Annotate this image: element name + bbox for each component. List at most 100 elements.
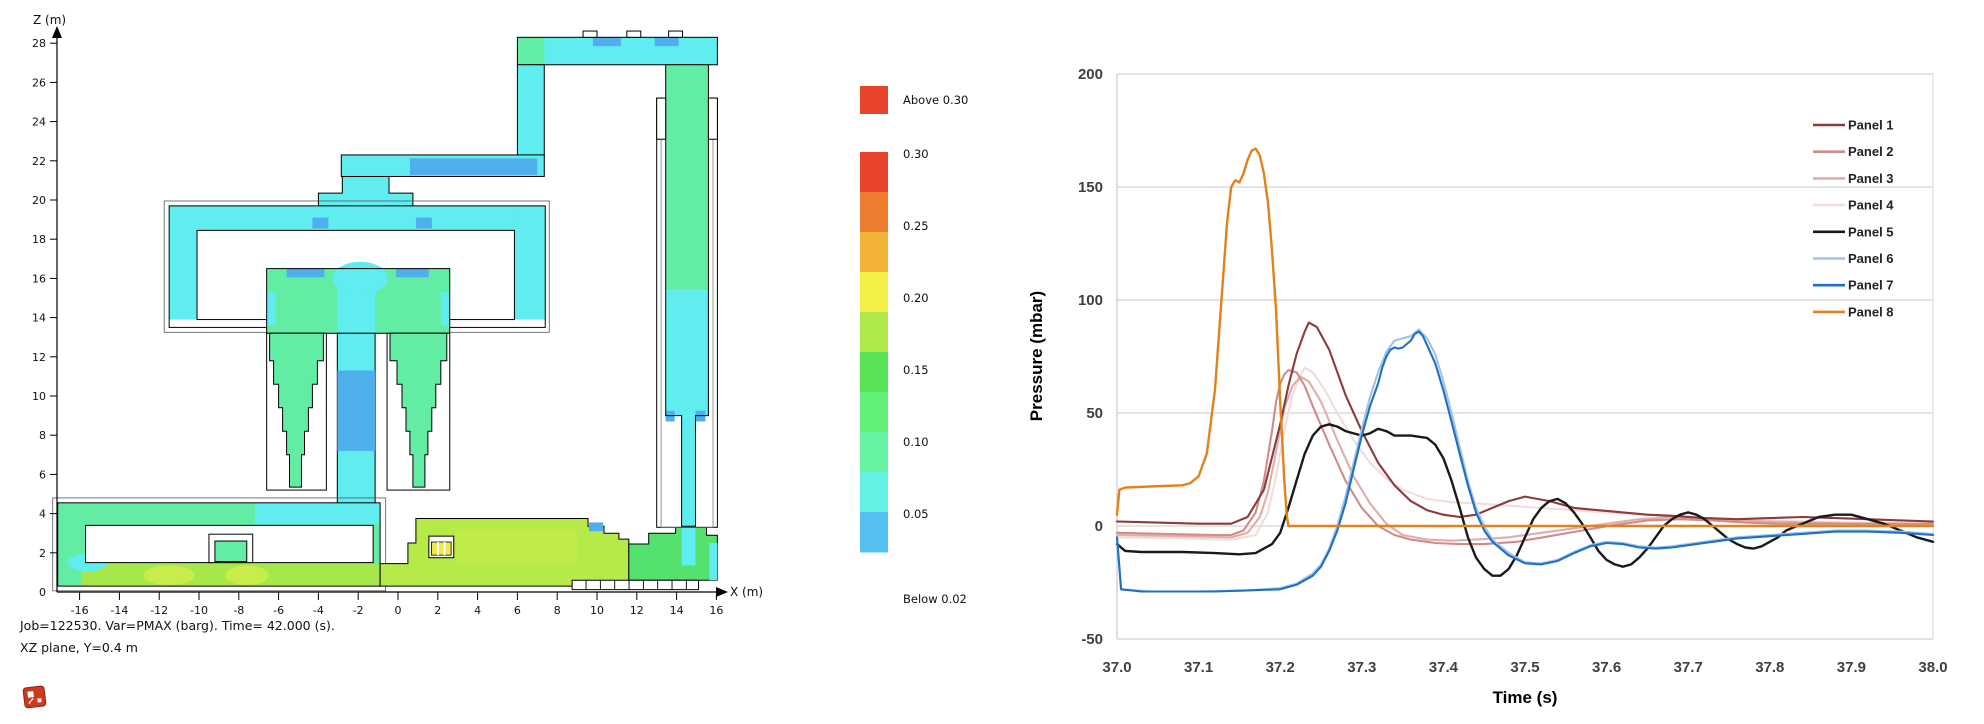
z-axis-arrow [52, 26, 62, 38]
x-tick-label: 2 [434, 604, 441, 617]
vessel-top-band [169, 205, 546, 231]
legend-tick-label: 0.05 [903, 507, 929, 521]
legend-tick-label: 0.10 [903, 435, 929, 449]
base-block [628, 526, 718, 581]
bottom-vessel-casing [52, 497, 387, 592]
top-duct-blue-1 [593, 37, 621, 47]
x-tick-label: 38.0 [1918, 659, 1947, 676]
z-tick-label: 14 [32, 312, 46, 325]
legend-bar-segment [860, 512, 888, 553]
strip-tint-2 [224, 565, 269, 586]
x-tick-label: 10 [590, 604, 604, 617]
x-tick-label: 14 [670, 604, 684, 617]
floor-blue-step [589, 522, 603, 532]
z-tick-label: 2 [39, 547, 46, 560]
y-tick-label: -50 [1081, 631, 1103, 648]
x-tick-label: 37.8 [1755, 659, 1784, 676]
series-panel-6 [1115, 328, 1935, 593]
bottom-vessel-outline [57, 502, 381, 587]
x-tick-label: 4 [474, 604, 481, 617]
y-tick-label: 0 [1095, 518, 1103, 535]
x-axis-arrow [716, 587, 728, 597]
x-tick-label: -8 [233, 604, 244, 617]
upper-duct-blue [409, 158, 538, 175]
x-tick-label: -2 [353, 604, 364, 617]
pressure-axis-title: Pressure (mbar) [1027, 291, 1046, 421]
series-panel-1 [1115, 321, 1935, 525]
z-tick-label: 26 [32, 76, 46, 89]
x-tick-label: 6 [514, 604, 521, 617]
legend-label-1: Panel 1 [1848, 118, 1894, 133]
legend-tick-label: 0.30 [903, 147, 929, 161]
series-panel-3 [1115, 375, 1935, 542]
series-panel-7 [1115, 330, 1935, 593]
bottom-vessel-cyan [254, 502, 381, 525]
x-tick-label: -6 [273, 604, 284, 617]
grating [571, 579, 699, 591]
column-stem [681, 415, 696, 527]
chart-series [1115, 147, 1935, 593]
top-duct-blue-2 [654, 37, 679, 47]
hopper-left [269, 332, 324, 488]
legend-below-label: Below 0.02 [903, 592, 967, 606]
y-tick-label: 200 [1078, 66, 1103, 83]
top-duct-notch-2 [626, 30, 642, 38]
cfd-geometry [52, 30, 718, 592]
riser-duct [516, 64, 545, 157]
z-tick-label: 28 [32, 37, 46, 50]
contour-color-legend: Above 0.30 0.30 0.25 0.20 0.15 0.10 0.05 Below … [860, 86, 968, 606]
z-tick-label: 12 [32, 351, 46, 364]
top-duct-outline [516, 36, 718, 66]
legend-above-label: Above 0.30 [903, 93, 968, 107]
vessel-left-band [169, 205, 198, 320]
x-tick-label: 12 [630, 604, 644, 617]
legend-tick-label: 0.25 [903, 219, 929, 233]
x-tick-label: 37.1 [1184, 659, 1213, 676]
x-tick-label: 37.9 [1837, 659, 1866, 676]
column-cyan [665, 290, 709, 416]
x-tick-label: 37.4 [1429, 659, 1459, 676]
legend-bar-segment [860, 352, 888, 393]
slab-blue-2 [396, 268, 429, 278]
y-tick-label: 150 [1078, 179, 1103, 196]
legend-label-5: Panel 5 [1848, 224, 1894, 239]
legend-bar-segment [860, 472, 888, 513]
legend-tick-label: 0.20 [903, 291, 929, 305]
plane-annotation: XZ plane, Y=0.4 m [20, 640, 138, 655]
column-green [665, 64, 709, 291]
upper-duct-outline [340, 154, 545, 177]
z-tick-label: 22 [32, 155, 46, 168]
y-tick-label: 100 [1078, 292, 1103, 309]
column-shoulder-right [707, 97, 718, 140]
legend-bar-segment [860, 232, 888, 273]
legend-tick-label: 0.15 [903, 363, 929, 377]
legend-label-6: Panel 6 [1848, 251, 1894, 266]
legend-label-3: Panel 3 [1848, 171, 1894, 186]
vessel-right-band [514, 205, 546, 320]
legend-bar-segment [860, 192, 888, 233]
top-duct-green-end [517, 37, 545, 65]
block-right-cyan [709, 543, 718, 581]
legend-label-7: Panel 7 [1848, 278, 1894, 293]
x-tick-label: -4 [313, 604, 324, 617]
x-tick-label: 0 [395, 604, 402, 617]
vessel-blue-nub-1 [312, 217, 329, 229]
flacs-dice-icon [22, 685, 47, 709]
floor-tint [455, 529, 578, 563]
slab-cyan-right [440, 292, 450, 326]
vessel-blue-nub-2 [415, 217, 432, 229]
legend-bar-segment [860, 392, 888, 433]
hopper-right [389, 332, 448, 488]
z-tick-label: 8 [39, 429, 46, 442]
z-tick-label: 6 [39, 468, 46, 481]
job-annotation: Job=122530. Var=PMAX (barg). Time= 42.00… [19, 618, 335, 633]
channel-blue [337, 370, 376, 451]
series-panel-5 [1115, 423, 1935, 577]
series-panel-8 [1115, 147, 1935, 528]
top-duct-notch-1 [582, 30, 598, 38]
x-axis-title: X (m) [730, 585, 763, 599]
x-tick-label: 37.7 [1674, 659, 1703, 676]
